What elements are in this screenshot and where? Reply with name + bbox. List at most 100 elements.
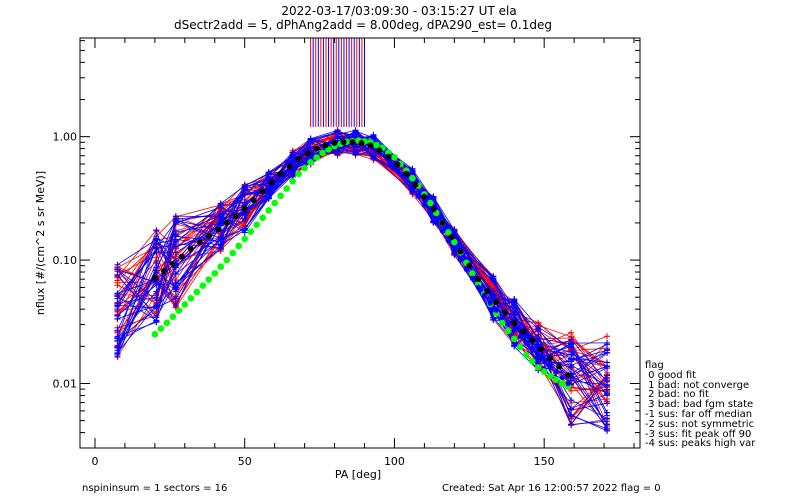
- median-black-point: [223, 219, 230, 226]
- x-tick-label: 0: [91, 455, 98, 468]
- flag-legend-item: -2 sus: not symmetric: [645, 418, 755, 430]
- footer-left: nspininsum = 1 sectors = 16: [82, 483, 228, 494]
- red-sector-point: [604, 333, 611, 340]
- blue-sector-point: [114, 334, 121, 341]
- blue-point: [553, 369, 559, 375]
- flag-legend-item: 0 good fit: [645, 369, 697, 381]
- blue-sector-point: [511, 304, 518, 311]
- y-axis-label: nflux [#/(cm^2 s sr MeV)]: [34, 171, 47, 315]
- blue-sector-point: [352, 129, 359, 136]
- blue-sector-point: [370, 131, 377, 138]
- fit-green-point: [193, 288, 201, 296]
- fit-green-point: [409, 174, 416, 182]
- blue-sector-point: [604, 386, 611, 393]
- median-black-point: [538, 346, 545, 353]
- fit-green-point: [217, 263, 225, 271]
- median-black-point: [196, 239, 203, 246]
- blue-sector-point: [409, 165, 416, 172]
- blue-sector-point: [490, 294, 497, 301]
- median-black-point: [313, 145, 320, 152]
- blue-sector-point: [217, 222, 224, 229]
- blue-sector-point: [568, 412, 575, 419]
- blue-sector-point: [217, 217, 224, 224]
- blue-sector-point: [172, 302, 179, 309]
- median-black-point: [241, 205, 248, 212]
- median-black-point: [511, 319, 518, 326]
- median-black-point: [214, 226, 221, 233]
- blue-sector-point: [153, 227, 160, 234]
- blue-sector-point: [604, 346, 611, 353]
- fit-green-point: [253, 221, 260, 229]
- blue-sector-point: [172, 257, 179, 264]
- fit-green-point: [223, 256, 231, 264]
- blue-point: [469, 275, 475, 281]
- fit-green-point: [391, 154, 398, 161]
- fit-green-point: [265, 207, 272, 214]
- fit-green-point: [187, 294, 195, 302]
- median-black-point: [502, 309, 509, 316]
- blue-sector-point: [511, 311, 518, 318]
- blue-sector-line: [117, 139, 608, 425]
- red-sector-line: [117, 132, 608, 426]
- fit-green-point: [199, 282, 207, 289]
- fit-green-point: [528, 357, 536, 365]
- fit-green-point: [307, 158, 314, 166]
- fit-green-point: [301, 164, 308, 172]
- blue-sector-point: [172, 271, 179, 278]
- fit-green-point: [546, 372, 554, 380]
- red-sector-point: [568, 387, 575, 394]
- median-black-point: [340, 139, 347, 146]
- median-black-point: [259, 188, 266, 195]
- blue-sector-point: [114, 327, 121, 334]
- blue-sector-point: [153, 302, 160, 309]
- blue-sector-point: [241, 183, 248, 190]
- fit-green-point: [181, 301, 189, 308]
- blue-sector-point: [114, 271, 121, 278]
- blue-sector-point: [289, 152, 296, 159]
- blue-sector-point: [568, 336, 575, 343]
- blue-sector-point: [172, 240, 179, 247]
- blue-point: [427, 210, 433, 216]
- blue-sector-point: [172, 263, 179, 270]
- blue-point: [445, 237, 451, 244]
- median-black-point: [295, 155, 302, 162]
- red-sector-line: [117, 130, 608, 428]
- blue-sector-point: [217, 244, 224, 251]
- blue-sector-point: [217, 238, 224, 245]
- blue-point: [529, 345, 535, 352]
- median-black-point: [178, 253, 185, 260]
- fit-green-point: [211, 270, 219, 277]
- fit-green-point: [552, 376, 560, 384]
- fit-green-point: [259, 214, 266, 222]
- blue-sector-point: [568, 351, 575, 358]
- fit-green-point: [283, 185, 290, 192]
- blue-sector-point: [114, 347, 121, 354]
- median-black-point: [439, 219, 446, 226]
- median-black-point: [376, 147, 383, 154]
- fit-green-point: [241, 235, 249, 243]
- median-black-point: [268, 179, 275, 186]
- flag-legend-item: 3 bad: bad fgm state: [645, 399, 754, 411]
- y-tick-label: 0.10: [53, 254, 78, 267]
- blue-sector-point: [568, 397, 575, 404]
- fit-green-point: [175, 307, 183, 314]
- x-tick-label: 150: [534, 455, 555, 468]
- blue-sector-point: [604, 378, 611, 385]
- blue-sector-point: [307, 153, 314, 160]
- blue-sector-point: [172, 220, 179, 227]
- blue-sector-point: [370, 150, 377, 157]
- blue-sector-point: [265, 171, 272, 178]
- blue-sector-point: [535, 325, 542, 332]
- blue-point: [439, 228, 445, 234]
- blue-sector-point: [568, 421, 575, 428]
- axes: 0 50 100 150 0.01 0.10 1.00: [53, 38, 640, 468]
- median-black-point: [205, 232, 212, 239]
- blue-sector-point: [307, 136, 314, 143]
- median-black-point: [358, 140, 365, 147]
- fit-green-point: [468, 270, 476, 277]
- blue-point: [433, 219, 439, 225]
- median-black-point: [565, 372, 572, 379]
- fit-green-point: [319, 149, 326, 157]
- median-black-point: [556, 363, 563, 370]
- median-black-point: [520, 328, 527, 335]
